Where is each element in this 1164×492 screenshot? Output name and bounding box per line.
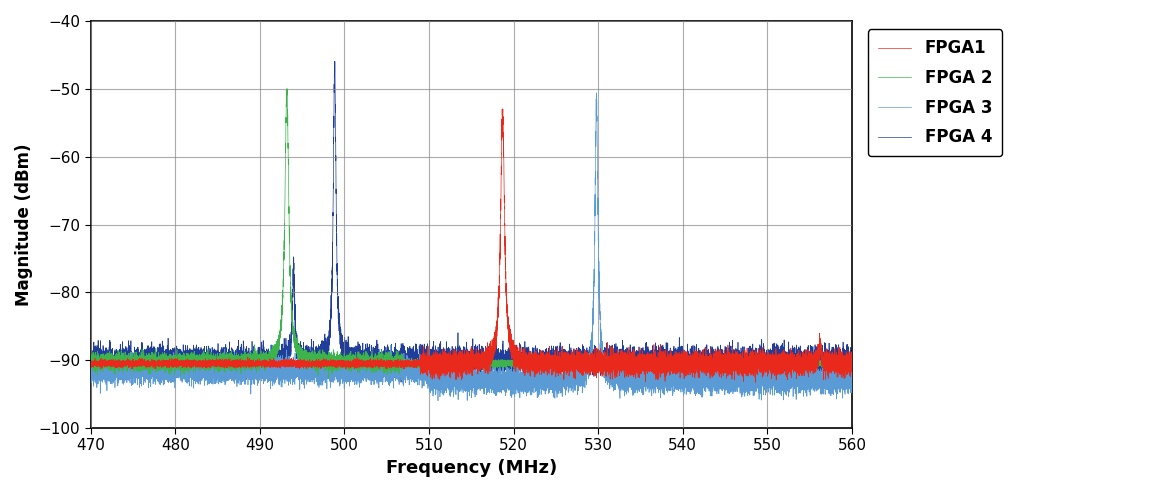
FPGA 4 — [84, 360, 98, 366]
FPGA 2 — [708, 361, 722, 367]
FPGA1 — [348, 359, 362, 365]
FPGA 2 — [804, 362, 818, 368]
FPGA 4 — [121, 364, 135, 369]
FPGA1 — [711, 365, 725, 370]
FPGA 2 — [121, 360, 135, 366]
FPGA1 — [804, 363, 818, 369]
Line: FPGA 2: FPGA 2 — [91, 89, 852, 378]
FPGA 2 — [84, 355, 98, 361]
FPGA1 — [121, 360, 135, 366]
FPGA 2 — [711, 363, 725, 369]
FPGA1 — [495, 106, 509, 112]
Y-axis label: Magnitude (dBm): Magnitude (dBm) — [15, 143, 33, 306]
FPGA 4 — [708, 357, 722, 363]
FPGA 4 — [804, 355, 818, 361]
Line: FPGA 3: FPGA 3 — [91, 93, 852, 401]
FPGA 2 — [321, 375, 335, 381]
FPGA 2 — [845, 358, 859, 364]
FPGA 4 — [711, 354, 725, 360]
Line: FPGA1: FPGA1 — [91, 109, 852, 382]
FPGA 4 — [348, 355, 362, 361]
FPGA 3 — [804, 371, 818, 377]
Legend: FPGA1, FPGA 2, FPGA 3, FPGA 4: FPGA1, FPGA 2, FPGA 3, FPGA 4 — [868, 30, 1002, 156]
FPGA 3 — [84, 364, 98, 369]
FPGA1 — [452, 358, 466, 364]
FPGA 3 — [121, 376, 135, 382]
FPGA 3 — [348, 367, 362, 372]
FPGA 3 — [452, 364, 466, 370]
FPGA 2 — [279, 86, 293, 92]
FPGA1 — [708, 356, 722, 362]
FPGA 4 — [327, 59, 341, 64]
FPGA 3 — [711, 383, 725, 389]
FPGA 3 — [431, 398, 445, 404]
FPGA1 — [845, 369, 859, 374]
X-axis label: Frequency (MHz): Frequency (MHz) — [385, 459, 556, 477]
FPGA 4 — [845, 352, 859, 358]
FPGA 4 — [452, 352, 466, 358]
Line: FPGA 4: FPGA 4 — [91, 62, 852, 386]
FPGA 4 — [761, 383, 775, 389]
FPGA 3 — [845, 388, 859, 394]
FPGA 3 — [708, 388, 722, 394]
FPGA 3 — [590, 90, 604, 96]
FPGA1 — [84, 361, 98, 367]
FPGA 2 — [452, 360, 466, 366]
FPGA1 — [748, 379, 762, 385]
FPGA 2 — [348, 360, 362, 366]
